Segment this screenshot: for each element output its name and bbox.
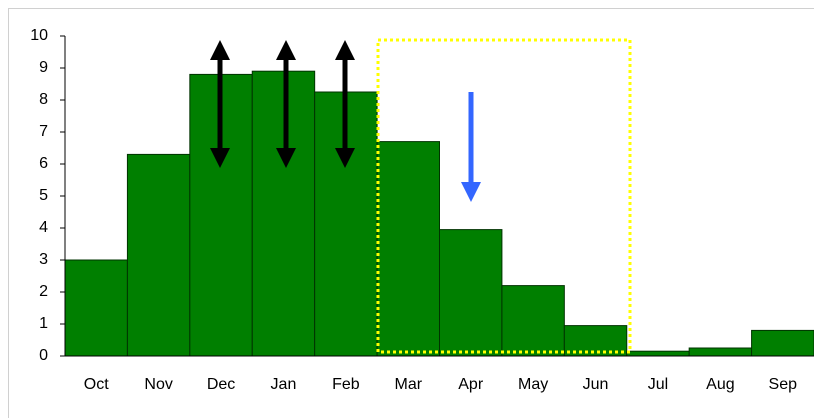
y-tick-label: 7 [39,123,48,140]
chart-frame [8,8,814,418]
y-tick-label: 5 [39,187,48,204]
x-tick-label: Aug [706,376,734,393]
y-tick-label: 8 [39,91,48,108]
bar [64,259,128,357]
x-tick-label: Dec [207,376,235,393]
x-tick-label: Mar [395,376,423,393]
bar [126,153,191,357]
y-tick-label: 6 [39,155,48,172]
x-tick-label: Oct [84,376,109,393]
bar [688,347,753,357]
bar [626,350,690,357]
x-tick-label: Apr [458,376,484,393]
y-tick-label: 1 [39,315,48,332]
bar [251,70,316,357]
y-tick-label: 9 [39,59,48,76]
x-tick-label: Jan [271,376,297,393]
x-tick-label: Nov [144,376,172,393]
highlight-box [376,38,632,354]
plot-area: 0 1 2 3 4 5 6 7 8 9 10 Oct Nov Dec Jan Feb Mar Apr May Jun J… [30,27,814,393]
x-tick-label: Sep [769,376,798,393]
y-tick-label: 10 [30,27,48,44]
y-tick-label: 0 [39,347,48,364]
bar [376,141,441,357]
x-tick-label: Feb [332,376,360,393]
x-tick-label: May [518,376,548,393]
annotations [210,38,632,354]
bar [501,285,565,357]
bar [751,329,814,357]
y-tick-label: 2 [39,283,48,300]
y-tick-label: 4 [39,219,48,236]
x-tick-label: Jul [648,376,668,393]
x-tick-label: Jun [583,376,609,393]
y-tick-label: 3 [39,251,48,268]
bar [439,229,503,357]
